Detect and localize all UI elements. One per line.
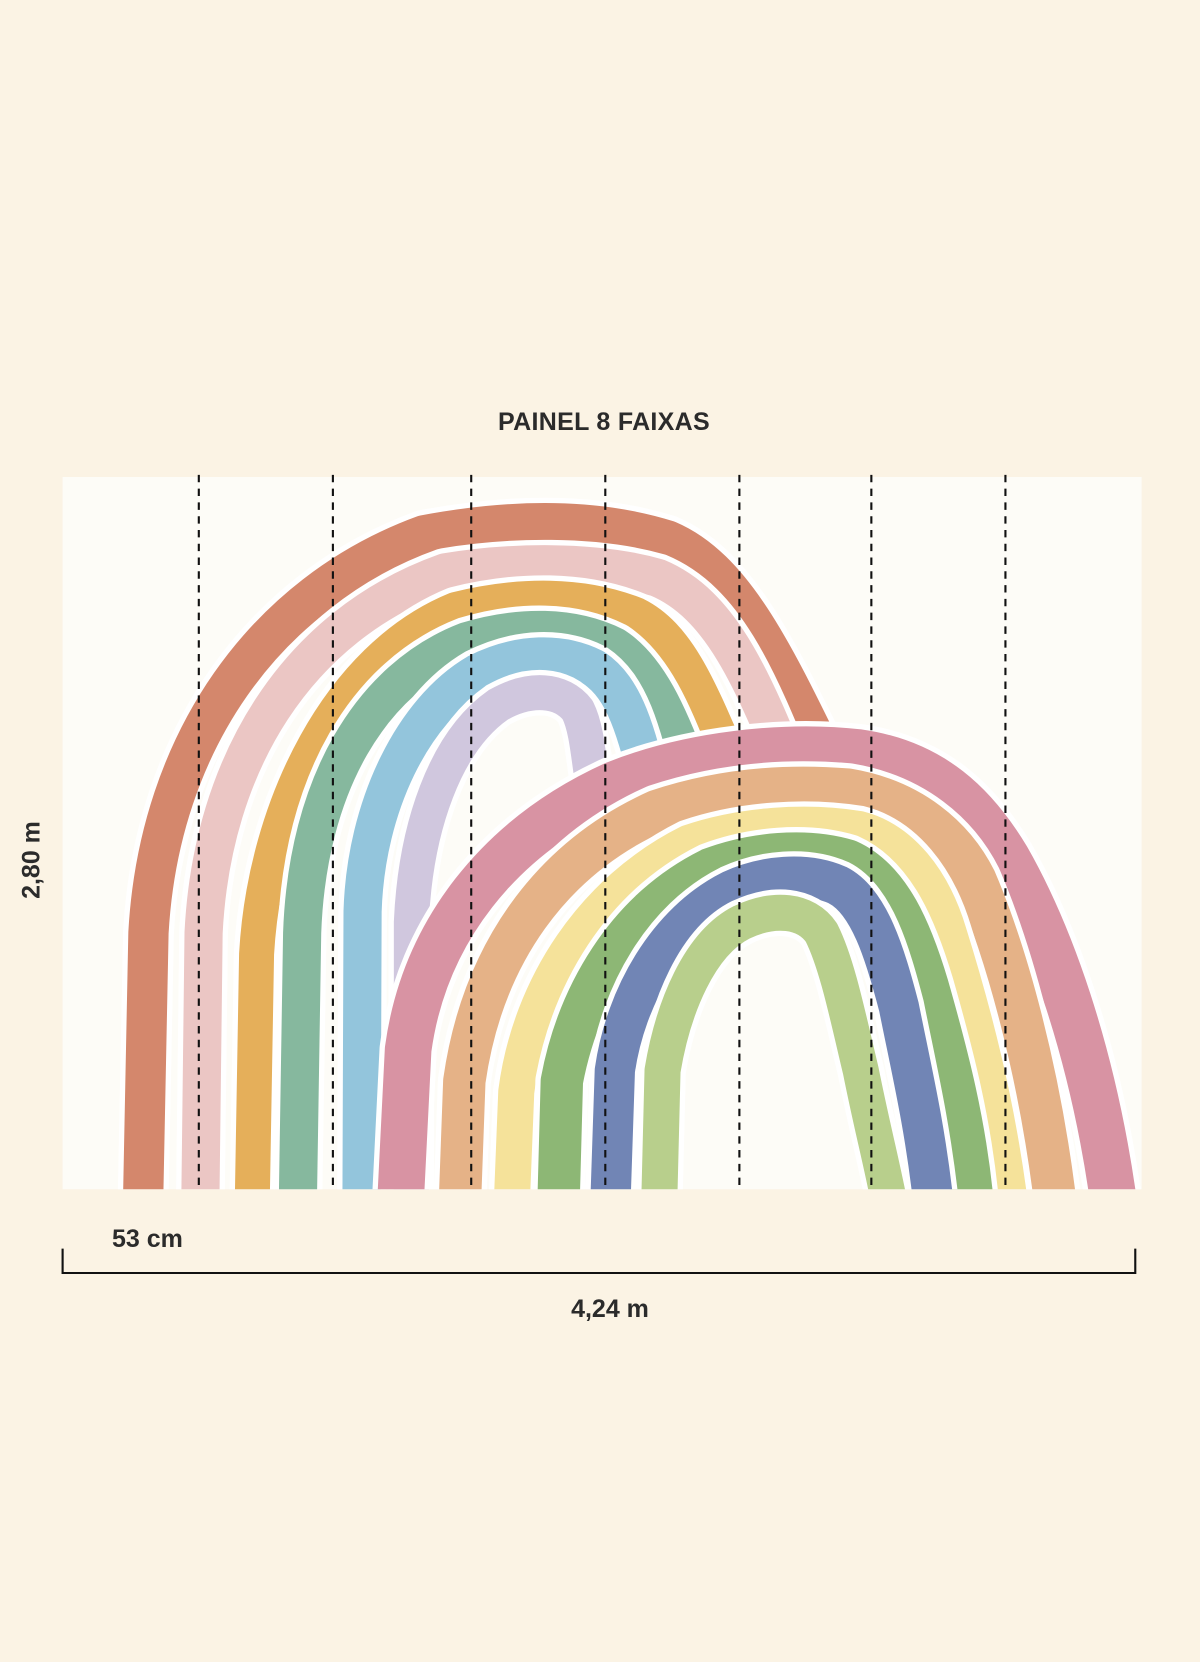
total-width-label: 4,24 m <box>571 1295 649 1323</box>
right-rainbow-band-4 <box>537 832 993 1190</box>
width-bracket <box>61 1248 1137 1275</box>
right-rainbow-band-6 <box>641 894 905 1190</box>
height-dimension-label: 2,80 m <box>17 821 46 899</box>
left-rainbow-band-3 <box>234 580 748 1190</box>
left-rainbow-band-5 <box>342 637 671 1190</box>
left-rainbow-band-6 <box>393 675 617 1190</box>
strip-width-label: 53 cm <box>112 1225 183 1253</box>
right-rainbow-band-5 <box>590 856 953 1190</box>
right-rainbow-band-1 <box>377 726 1136 1190</box>
right-rainbow-band-2 <box>439 766 1075 1190</box>
left-rainbow-band-2 <box>181 545 813 1190</box>
left-rainbow-band-4 <box>278 610 713 1190</box>
right-rainbow-band-3 <box>494 806 1027 1190</box>
panel-title: PAINEL 8 FAIXAS <box>498 408 710 436</box>
